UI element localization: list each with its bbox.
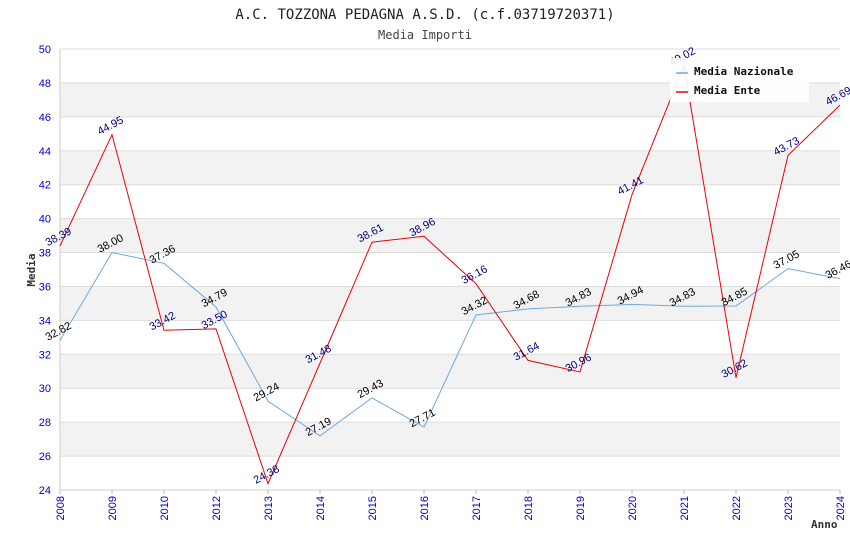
grid-band xyxy=(60,252,840,287)
x-tick-label: 2014 xyxy=(315,496,327,520)
x-tick-label: 2019 xyxy=(575,496,587,520)
y-tick-label: 36 xyxy=(39,281,51,293)
grid-band xyxy=(60,116,840,151)
x-axis-ticks: 2008 2009 2010 2012 2013 2014 2015 2016 2017 2018… xyxy=(55,490,847,520)
x-tick-label: 2013 xyxy=(263,496,275,520)
x-tick-label: 2021 xyxy=(679,496,691,520)
y-tick-label: 24 xyxy=(39,485,51,497)
series-lines xyxy=(59,63,841,485)
series-line xyxy=(59,63,841,485)
y-axis-label: Media xyxy=(25,253,38,286)
grid-bands xyxy=(60,49,840,490)
chart-title: A.C. TOZZONA PEDAGNA A.S.D. (c.f.0371972… xyxy=(235,7,614,23)
x-tick-label: 2024 xyxy=(835,496,847,520)
grid-band xyxy=(60,150,840,185)
y-tick-label: 34 xyxy=(39,315,51,327)
series-line xyxy=(59,251,841,437)
y-tick-label: 30 xyxy=(39,383,51,395)
y-tick-label: 46 xyxy=(39,112,51,124)
chart-subtitle: Media Importi xyxy=(378,28,472,42)
legend-box xyxy=(670,58,809,102)
y-axis-ticks: 24 26 28 30 32 34 36 38 40 42 44 46 48 50 xyxy=(39,44,51,497)
y-tick-label: 50 xyxy=(39,44,51,56)
y-tick-label: 40 xyxy=(39,214,51,226)
grid-band xyxy=(60,422,840,457)
y-tick-label: 32 xyxy=(39,349,51,361)
x-tick-label: 2016 xyxy=(419,496,431,520)
x-tick-label: 2018 xyxy=(523,496,535,520)
y-tick-label: 28 xyxy=(39,417,51,429)
legend-label-nazionale: Media Nazionale xyxy=(694,65,794,78)
x-axis-label: Anno xyxy=(811,518,838,531)
grid-band xyxy=(60,218,840,253)
grid-band xyxy=(60,388,840,423)
x-tick-label: 2017 xyxy=(471,496,483,520)
legend: Media Nazionale Media Ente xyxy=(670,58,809,102)
x-tick-label: 2023 xyxy=(783,496,795,520)
y-tick-label: 48 xyxy=(39,78,51,90)
y-tick-label: 44 xyxy=(39,146,51,158)
grid-band xyxy=(60,286,840,321)
y-tick-label: 26 xyxy=(39,451,51,463)
x-tick-label: 2010 xyxy=(159,496,171,520)
y-tick-label: 38 xyxy=(39,248,51,260)
x-tick-label: 2022 xyxy=(731,496,743,520)
y-tick-label: 42 xyxy=(39,180,51,192)
x-tick-label: 2009 xyxy=(107,496,119,520)
grid-band xyxy=(60,184,840,219)
x-tick-label: 2008 xyxy=(55,496,67,520)
grid-band xyxy=(60,320,840,355)
grid-band xyxy=(60,456,840,490)
x-tick-label: 2012 xyxy=(211,496,223,520)
x-tick-label: 2015 xyxy=(367,496,379,520)
x-tick-label: 2020 xyxy=(627,496,639,520)
legend-label-ente: Media Ente xyxy=(694,84,761,97)
